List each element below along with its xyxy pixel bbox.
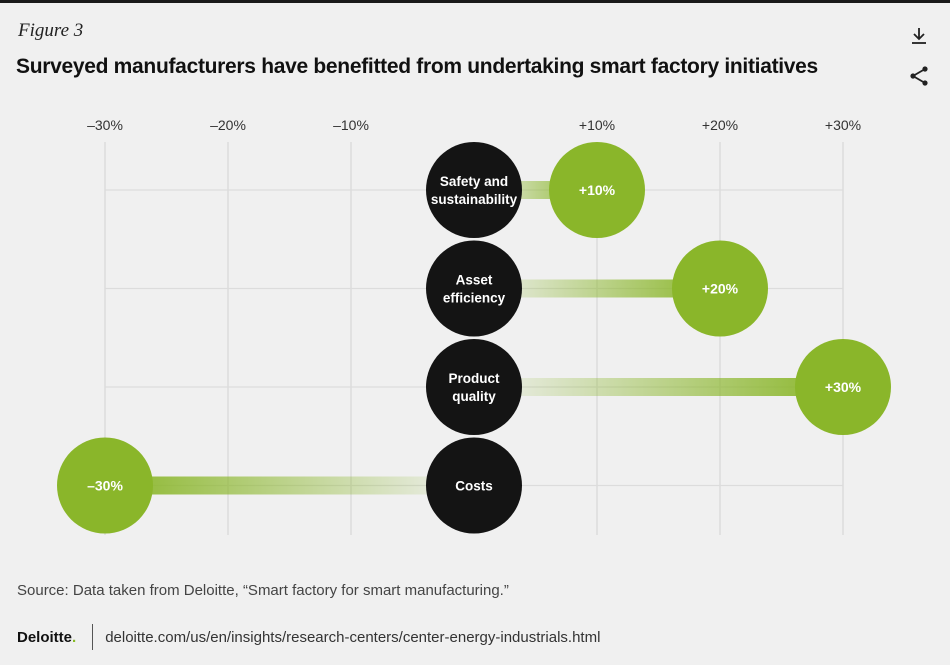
- category-label: Safety and: [440, 174, 508, 189]
- x-tick-label: –10%: [333, 117, 369, 133]
- value-label: +30%: [825, 379, 862, 395]
- category-circles: +10% Safety and sustainability +20% Asset eff…: [57, 142, 891, 534]
- footer: Deloitte. deloitte.com/us/en/insights/re…: [17, 624, 600, 650]
- value-circle: [795, 339, 891, 435]
- category-label: Costs: [455, 479, 493, 494]
- category-label: Asset: [456, 273, 493, 288]
- category-circle: [426, 339, 522, 435]
- value-circle: [672, 240, 768, 337]
- category-label: efficiency: [443, 291, 506, 306]
- chart-area: –30% –20% –10% +10% +20% +30% +10% Safety and s…: [57, 117, 891, 535]
- value-circle: [549, 142, 645, 238]
- chart-title: Surveyed manufacturers have benefitted f…: [16, 55, 818, 78]
- value-bar: [474, 279, 720, 298]
- x-tick-label: +10%: [579, 117, 615, 133]
- source-url-link[interactable]: deloitte.com/us/en/insights/research-cen…: [105, 628, 601, 646]
- category-circle: [426, 437, 522, 534]
- value-label: +20%: [702, 281, 739, 297]
- source-note: Source: Data taken from Deloitte, “Smart…: [17, 582, 509, 599]
- category-circle: [426, 240, 522, 337]
- figure-label: Figure 3: [18, 20, 84, 41]
- x-axis-ticks: –30% –20% –10% +10% +20% +30%: [87, 117, 861, 133]
- download-icon[interactable]: [907, 24, 931, 48]
- category-label: quality: [452, 389, 496, 404]
- value-circle: [57, 437, 153, 534]
- category-label: sustainability: [431, 192, 518, 207]
- category-circle: [426, 142, 522, 238]
- value-label: +10%: [579, 182, 616, 198]
- value-bar: [474, 378, 843, 396]
- category-label: Product: [448, 371, 500, 386]
- brand-logo: Deloitte: [17, 628, 73, 646]
- x-tick-label: +30%: [825, 117, 861, 133]
- footer-divider: [92, 624, 94, 650]
- x-tick-label: +20%: [702, 117, 738, 133]
- value-bar: [105, 476, 474, 495]
- value-label: –30%: [87, 478, 123, 494]
- share-icon[interactable]: [907, 64, 931, 88]
- brand-logo-dot: .: [72, 628, 77, 646]
- x-tick-label: –30%: [87, 117, 123, 133]
- x-tick-label: –20%: [210, 117, 246, 133]
- top-border: [0, 0, 950, 3]
